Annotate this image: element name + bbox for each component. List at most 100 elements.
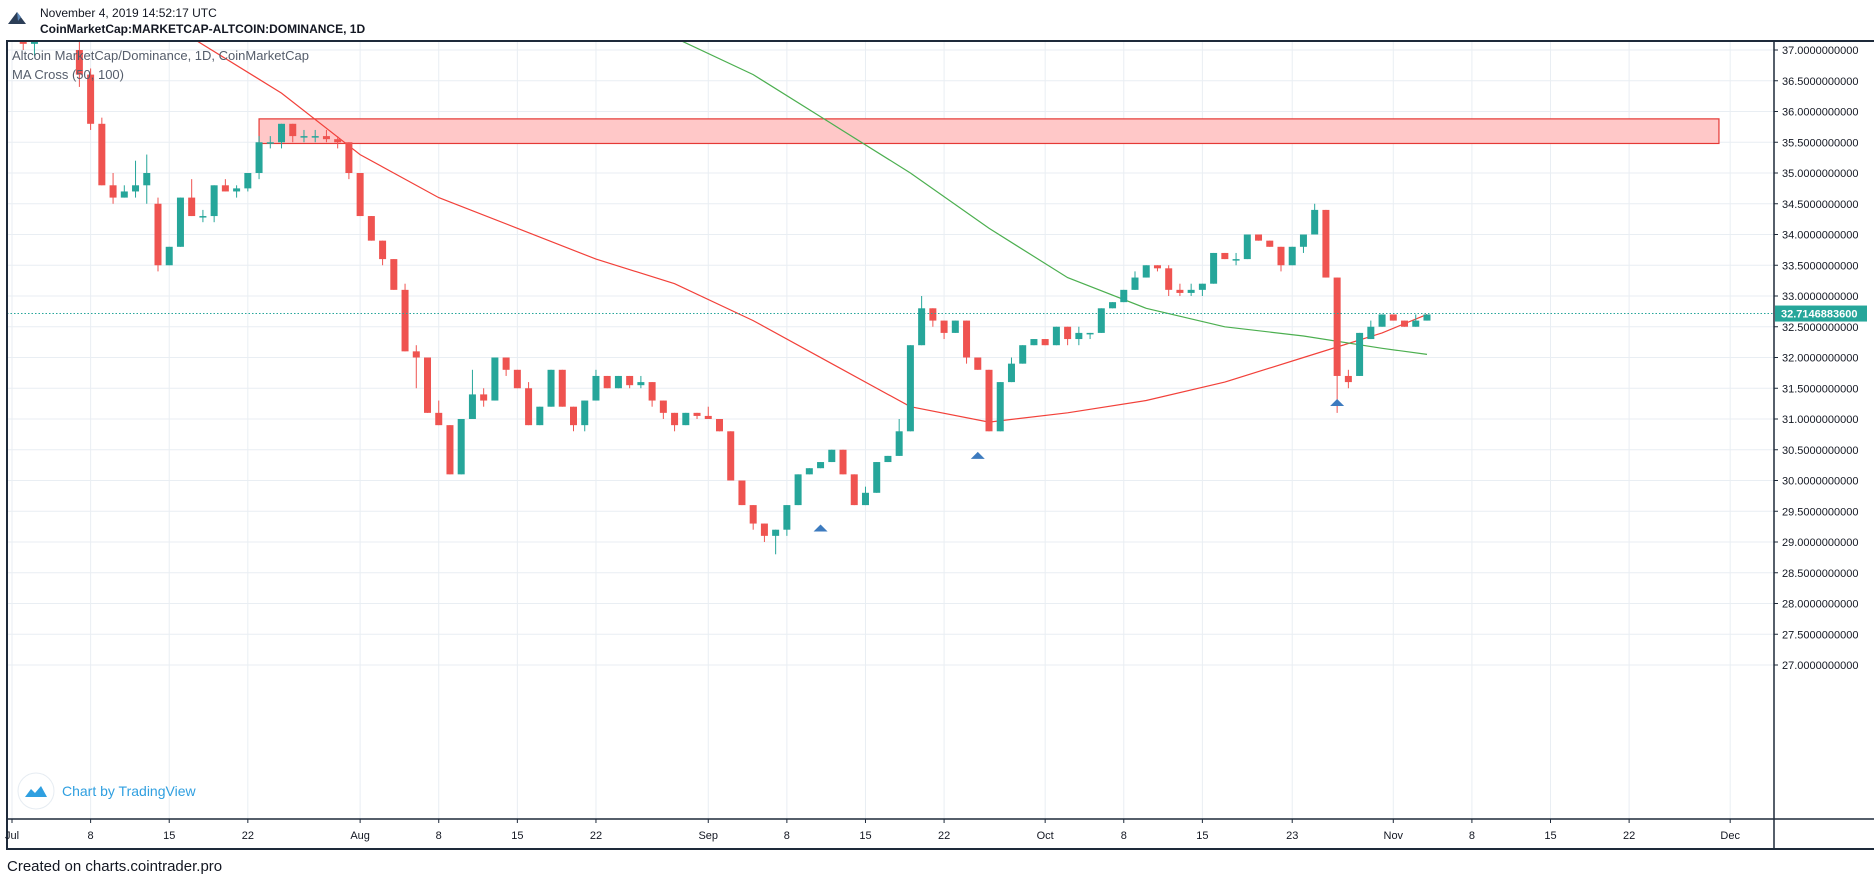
candle-down[interactable] bbox=[648, 382, 656, 407]
candle-down[interactable] bbox=[760, 523, 768, 542]
candle-up[interactable] bbox=[918, 296, 926, 346]
candle-up[interactable] bbox=[1030, 339, 1038, 346]
candle-up[interactable] bbox=[199, 209, 207, 223]
candle-up[interactable] bbox=[30, 25, 38, 57]
watermark-text[interactable]: Chart by TradingView bbox=[62, 783, 196, 799]
candle-down[interactable] bbox=[693, 412, 701, 419]
candle-down[interactable] bbox=[850, 474, 858, 506]
candle-up[interactable] bbox=[1019, 345, 1027, 364]
candle-up[interactable] bbox=[1243, 234, 1251, 260]
candle-up[interactable] bbox=[1423, 314, 1431, 321]
candle-up[interactable] bbox=[1378, 314, 1386, 327]
candle-up[interactable] bbox=[861, 486, 869, 506]
candle-up[interactable] bbox=[1412, 314, 1420, 327]
candle-up[interactable] bbox=[1007, 357, 1015, 383]
candle-up[interactable] bbox=[1142, 265, 1150, 278]
candle-down[interactable] bbox=[1389, 314, 1397, 321]
candle-down[interactable] bbox=[1401, 320, 1409, 327]
candle-down[interactable] bbox=[1333, 277, 1341, 413]
candle-up[interactable] bbox=[1131, 271, 1139, 290]
candle-down[interactable] bbox=[513, 369, 521, 389]
candle-up[interactable] bbox=[132, 160, 140, 198]
candle-up[interactable] bbox=[165, 246, 173, 266]
candle-down[interactable] bbox=[188, 179, 196, 217]
candle-up[interactable] bbox=[1109, 302, 1117, 309]
candle-up[interactable] bbox=[244, 173, 252, 192]
candle-up[interactable] bbox=[278, 123, 286, 149]
candle-up[interactable] bbox=[581, 400, 589, 432]
candle-down[interactable] bbox=[1322, 209, 1330, 278]
candle-up[interactable] bbox=[311, 129, 319, 143]
candle-up[interactable] bbox=[1120, 289, 1128, 303]
candle-up[interactable] bbox=[592, 369, 600, 401]
candle-down[interactable] bbox=[659, 400, 667, 419]
candle-down[interactable] bbox=[401, 283, 409, 352]
candle-down[interactable] bbox=[446, 425, 454, 475]
candle-down[interactable] bbox=[985, 369, 993, 432]
candle-up[interactable] bbox=[491, 357, 499, 401]
candle-up[interactable] bbox=[1311, 203, 1319, 235]
candle-down[interactable] bbox=[940, 320, 948, 340]
candle-up[interactable] bbox=[1356, 332, 1364, 376]
candle-down[interactable] bbox=[1344, 369, 1352, 389]
candle-up[interactable] bbox=[457, 419, 465, 475]
candle-down[interactable] bbox=[19, 13, 27, 50]
candle-up[interactable] bbox=[1052, 326, 1060, 346]
candle-down[interactable] bbox=[322, 129, 330, 143]
candle-down[interactable] bbox=[390, 259, 398, 290]
candle-up[interactable] bbox=[266, 136, 274, 149]
candle-down[interactable] bbox=[1041, 339, 1049, 346]
candle-up[interactable] bbox=[805, 468, 813, 475]
candle-down[interactable] bbox=[1221, 252, 1229, 260]
candle-down[interactable] bbox=[738, 480, 746, 506]
candle-up[interactable] bbox=[1367, 320, 1375, 340]
candle-up[interactable] bbox=[233, 185, 241, 198]
candle-down[interactable] bbox=[715, 419, 723, 432]
candle-up[interactable] bbox=[828, 449, 836, 463]
candle-up[interactable] bbox=[895, 419, 903, 456]
candle-up[interactable] bbox=[794, 474, 802, 506]
candle-down[interactable] bbox=[379, 240, 387, 266]
candle-down[interactable] bbox=[839, 449, 847, 475]
candle-down[interactable] bbox=[154, 197, 162, 272]
candle-up[interactable] bbox=[884, 455, 892, 463]
candle-down[interactable] bbox=[974, 357, 982, 370]
plot-area[interactable] bbox=[7, 41, 1774, 819]
candle-up[interactable] bbox=[468, 369, 476, 419]
candle-up[interactable] bbox=[906, 345, 914, 432]
candle-up[interactable] bbox=[996, 382, 1004, 432]
candle-down[interactable] bbox=[929, 308, 937, 327]
candle-up[interactable] bbox=[143, 154, 151, 204]
candle-down[interactable] bbox=[1064, 326, 1072, 346]
candle-up[interactable] bbox=[255, 136, 263, 180]
tradingview-watermark[interactable]: Chart by TradingView bbox=[17, 772, 196, 810]
candle-down[interactable] bbox=[1165, 265, 1173, 296]
candle-up[interactable] bbox=[1232, 252, 1240, 266]
candle-down[interactable] bbox=[87, 68, 95, 130]
candle-up[interactable] bbox=[873, 462, 881, 493]
candle-down[interactable] bbox=[334, 136, 342, 149]
candle-down[interactable] bbox=[98, 117, 106, 186]
candle-down[interactable] bbox=[1266, 240, 1274, 247]
candle-up[interactable] bbox=[547, 369, 555, 407]
candle-down[interactable] bbox=[671, 412, 679, 432]
candle-up[interactable] bbox=[951, 320, 959, 333]
candle-down[interactable] bbox=[480, 388, 488, 407]
candle-up[interactable] bbox=[1086, 332, 1094, 340]
candle-down[interactable] bbox=[367, 216, 375, 241]
candle-up[interactable] bbox=[536, 406, 544, 426]
candle-down[interactable] bbox=[558, 369, 566, 407]
candle-up[interactable] bbox=[300, 129, 308, 143]
candle-up[interactable] bbox=[682, 412, 690, 426]
candle-up[interactable] bbox=[120, 185, 128, 198]
candle-up[interactable] bbox=[1288, 246, 1296, 266]
candle-up[interactable] bbox=[772, 529, 780, 555]
candle-down[interactable] bbox=[435, 400, 443, 426]
candle-down[interactable] bbox=[345, 142, 353, 180]
candle-up[interactable] bbox=[817, 462, 825, 469]
candle-down[interactable] bbox=[356, 173, 364, 217]
candle-down[interactable] bbox=[727, 431, 735, 481]
candle-up[interactable] bbox=[1097, 308, 1105, 333]
candle-up[interactable] bbox=[1075, 326, 1083, 346]
